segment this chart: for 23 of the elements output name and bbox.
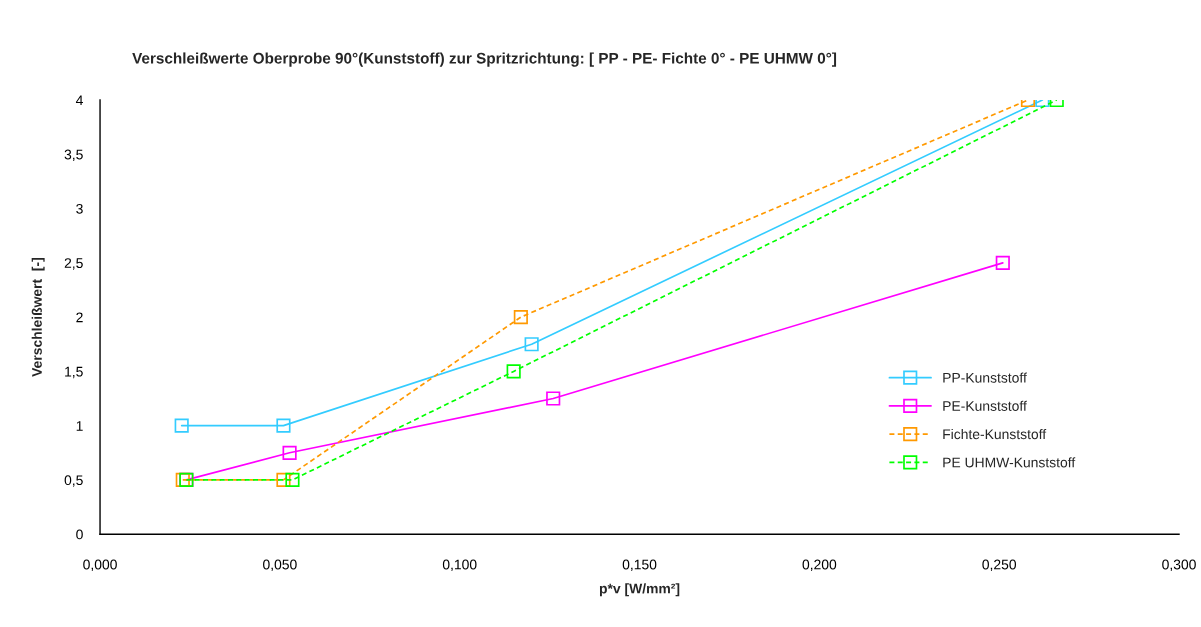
x-tick-label: 0,250 [982, 559, 1017, 572]
x-tick-label: 0,150 [622, 559, 657, 572]
y-tick-label: 3 [76, 203, 83, 214]
x-axis-title: p*v [W/mm²] [599, 583, 680, 597]
y-tick-label: 0,5 [64, 475, 83, 487]
x-tick-label: 0,050 [263, 559, 297, 572]
x-tick-label: 0,200 [802, 559, 837, 572]
y-tick-label: 4 [75, 95, 83, 106]
legend-label: PE-Kunststoff [943, 400, 1027, 411]
chart-title: Verschleißwerte Oberprobe 90°(Kunststoff) zur Spritzrichtung: [ PP - PE- Fichte 0° - PE UHMW 0°] [132, 52, 837, 67]
y-tick-label: 1,5 [65, 366, 83, 379]
y-tick-label: 0 [76, 529, 83, 540]
y-tick-label: 2 [76, 312, 83, 323]
x-tick-label: 0,000 [83, 559, 117, 572]
legend-label: PE UHMW-Kunststoff [943, 457, 1076, 468]
x-tick-label: 0,300 [1162, 559, 1196, 572]
legend-label: Fichte-Kunststoff [943, 428, 1047, 440]
y-tick-label: 2,5 [64, 258, 83, 270]
legend-label: PP-Kunststoff [943, 372, 1027, 383]
x-tick-label: 0,100 [442, 559, 477, 572]
y-tick-label: 3,5 [64, 149, 83, 162]
y-tick-label: 1 [76, 421, 83, 431]
y-axis-title: Verschleißwert [-] [31, 258, 45, 377]
